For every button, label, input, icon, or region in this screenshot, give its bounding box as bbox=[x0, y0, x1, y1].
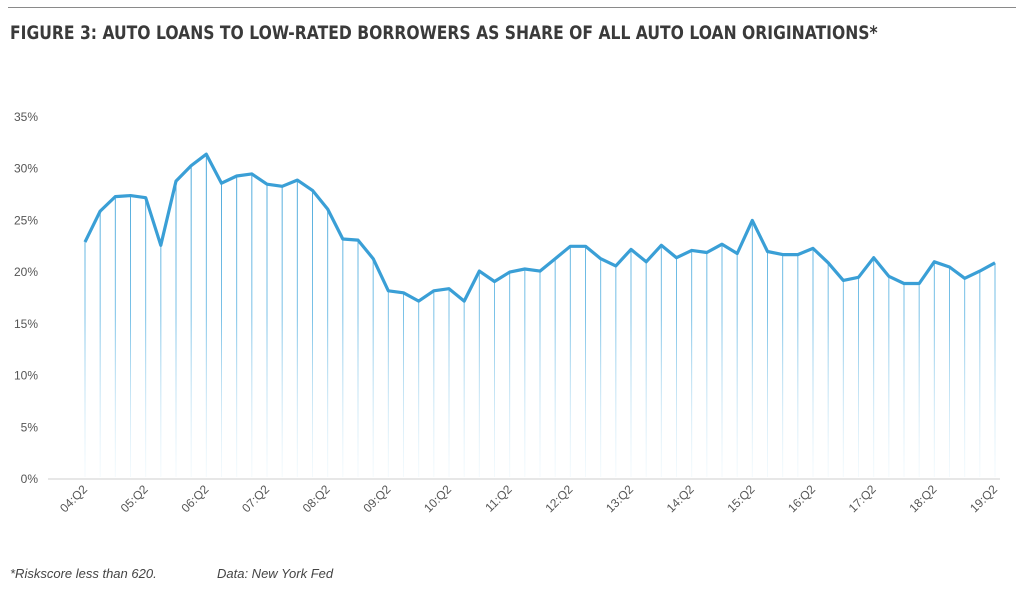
y-tick-label: 20% bbox=[14, 265, 38, 279]
y-tick-label: 30% bbox=[14, 162, 38, 176]
y-tick-label: 5% bbox=[21, 420, 39, 434]
x-tick-label: 17:Q2 bbox=[846, 482, 879, 515]
x-tick-label: 16:Q2 bbox=[785, 482, 818, 515]
y-tick-label: 35% bbox=[14, 110, 38, 124]
y-tick-label: 25% bbox=[14, 213, 38, 227]
x-tick-label: 13:Q2 bbox=[603, 482, 636, 515]
x-tick-label: 19:Q2 bbox=[967, 482, 1000, 515]
x-tick-label: 09:Q2 bbox=[360, 482, 393, 515]
source-note: Data: New York Fed bbox=[217, 566, 334, 581]
x-tick-label: 07:Q2 bbox=[239, 482, 272, 515]
footnote: *Riskscore less than 620. bbox=[10, 566, 157, 581]
y-tick-label: 0% bbox=[21, 472, 39, 486]
top-rule bbox=[8, 7, 1016, 8]
chart-title: FIGURE 3: AUTO LOANS TO LOW-RATED BORROW… bbox=[10, 22, 878, 44]
y-tick-label: 15% bbox=[14, 317, 38, 331]
x-tick-label: 11:Q2 bbox=[482, 482, 515, 515]
x-tick-label: 10:Q2 bbox=[421, 482, 454, 515]
x-tick-label: 08:Q2 bbox=[300, 482, 333, 515]
x-tick-label: 06:Q2 bbox=[178, 482, 211, 515]
x-tick-label: 05:Q2 bbox=[118, 482, 151, 515]
x-tick-label: 18:Q2 bbox=[906, 482, 939, 515]
x-tick-label: 04:Q2 bbox=[57, 482, 90, 515]
y-tick-label: 10% bbox=[14, 369, 38, 383]
x-tick-label: 14:Q2 bbox=[664, 482, 697, 515]
x-tick-label: 12:Q2 bbox=[542, 482, 575, 515]
x-tick-label: 15:Q2 bbox=[724, 482, 757, 515]
